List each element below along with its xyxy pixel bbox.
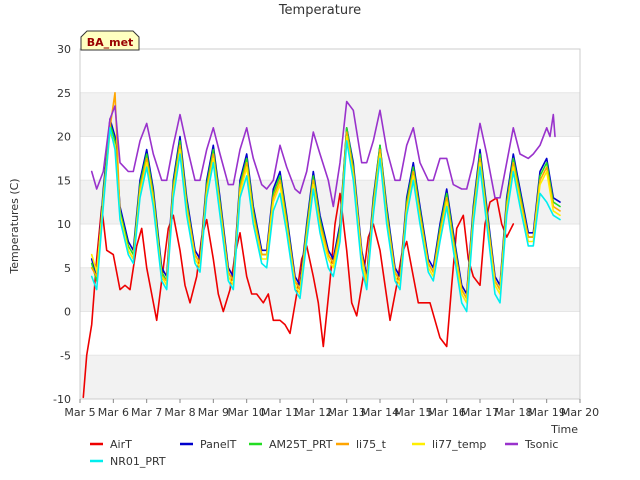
x-tick-label: Mar 19 <box>528 406 566 419</box>
plot-frame <box>79 48 581 400</box>
legend-item-tsonic: Tsonic <box>505 438 558 451</box>
y-tick-label: 15 <box>57 174 71 187</box>
x-tick-label: Mar 12 <box>294 406 332 419</box>
y-tick-label: -5 <box>60 349 71 362</box>
legend-label: AirT <box>110 438 132 451</box>
y-tick-label: 0 <box>64 306 71 319</box>
station-badge-label: BA_met <box>87 36 134 49</box>
x-tick-label: Mar 14 <box>361 406 399 419</box>
x-tick-label: Mar 18 <box>494 406 532 419</box>
band-1 <box>80 311 580 356</box>
legend-item-li77-temp: li77_temp <box>412 438 486 451</box>
y-tick-label: 5 <box>64 262 71 275</box>
x-tick-label: Mar 13 <box>328 406 366 419</box>
station-badge: BA_met <box>80 30 140 51</box>
legend-item-panelt: PanelT <box>180 438 237 451</box>
x-tick-label: Mar 20 <box>561 406 599 419</box>
legend: AirT PanelT AM25T_PRT li75_t li77_temp Tsonic… <box>90 438 558 468</box>
y-tick-label: 25 <box>57 87 71 100</box>
y-tick-label: 20 <box>57 131 71 144</box>
legend-item-nr01-prt: NR01_PRT <box>90 455 166 468</box>
legend-item-li75-t: li75_t <box>336 438 387 451</box>
x-tick-label: Mar 5 <box>64 406 95 419</box>
x-tick-label: Mar 11 <box>261 406 299 419</box>
chart-title: Temperature <box>278 3 361 18</box>
legend-label: li75_t <box>356 438 387 451</box>
legend-item-airt: AirT <box>90 438 132 451</box>
band-6 <box>80 92 580 137</box>
x-axis-label: Time <box>550 423 578 436</box>
legend-label: AM25T_PRT <box>269 438 333 451</box>
legend-label: PanelT <box>200 438 237 451</box>
y-tick-label: 30 <box>57 43 71 56</box>
band-7 <box>80 49 580 93</box>
series-line-tsonic <box>90 100 556 208</box>
legend-label: NR01_PRT <box>110 455 166 468</box>
legend-label: Tsonic <box>524 438 558 451</box>
y-axis-label: Temperatures (C) <box>8 178 21 274</box>
legend-item-am25t-prt: AM25T_PRT <box>249 438 333 451</box>
x-tick-label: Mar 7 <box>131 406 162 419</box>
band-5 <box>80 136 580 181</box>
legend-label: li77_temp <box>432 438 486 451</box>
x-tick-label: Mar 15 <box>394 406 432 419</box>
series-layer <box>82 92 561 399</box>
x-tick-label: Mar 9 <box>198 406 229 419</box>
y-tick-label: -10 <box>53 393 71 406</box>
station-badge-box <box>80 30 140 51</box>
y-axis-ticks: -10 -5 0 5 10 15 20 25 30 <box>53 43 71 406</box>
series-line-nr01-prt <box>90 127 561 313</box>
y-tick-label: 10 <box>57 218 71 231</box>
band-0 <box>80 355 580 399</box>
x-tick-label: Mar 10 <box>228 406 266 419</box>
x-tick-label: Mar 6 <box>98 406 129 419</box>
x-tick-label: Mar 16 <box>428 406 466 419</box>
x-tick-label: Mar 8 <box>164 406 195 419</box>
x-tick-label: Mar 17 <box>461 406 499 419</box>
